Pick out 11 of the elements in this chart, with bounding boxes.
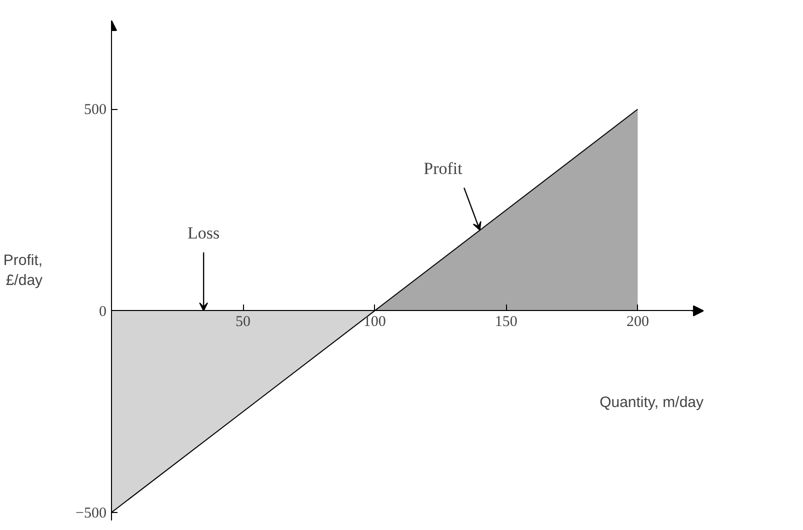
y-axis-title: Profit, £/day: [3, 252, 44, 290]
annotation: Profit: [424, 158, 463, 178]
x-tick-label: 150: [494, 314, 518, 330]
x-tick-label: 50: [236, 314, 251, 330]
y-tick-label: 0: [99, 304, 106, 320]
y-tick-label: −500: [76, 505, 107, 522]
x-axis-title: Quantity, m/day: [600, 394, 704, 411]
annotation: Loss: [188, 223, 220, 242]
x-tick-label: 200: [626, 314, 649, 330]
y-tick-label: 500: [84, 102, 106, 118]
x-tick-label: 100: [363, 314, 386, 330]
